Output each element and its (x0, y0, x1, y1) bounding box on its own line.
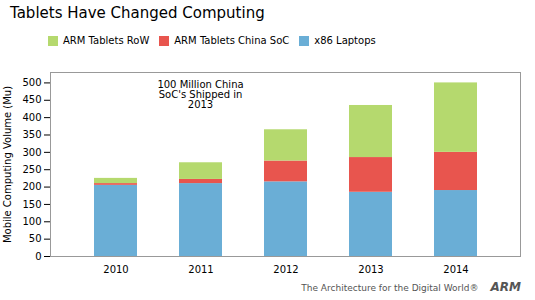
svg-text:50: 50 (29, 233, 42, 244)
svg-text:400: 400 (22, 112, 41, 123)
svg-text:2011: 2011 (188, 264, 213, 275)
svg-text:500: 500 (22, 77, 41, 88)
svg-text:300: 300 (22, 147, 41, 158)
svg-text:200: 200 (22, 181, 41, 192)
html-text:ARM Tablets China SoC: ARM Tablets China SoC (174, 35, 290, 46)
svg-text:350: 350 (22, 129, 41, 140)
svg-text:2010: 2010 (103, 264, 128, 275)
svg-text:2012: 2012 (273, 264, 298, 275)
svg-text:2013: 2013 (358, 264, 383, 275)
svg-text:150: 150 (22, 199, 41, 210)
html-text:ARM: ARM (490, 280, 521, 294)
html-text:ARM Tablets RoW: ARM Tablets RoW (63, 35, 150, 46)
svg-text:2014: 2014 (443, 264, 468, 275)
svg-text:100 Million ChinaSoC's Shipped: 100 Million ChinaSoC's Shipped in2013 (157, 79, 243, 110)
svg-text:0: 0 (35, 251, 41, 262)
svg-text:100: 100 (22, 216, 41, 227)
svg-text:450: 450 (22, 94, 41, 105)
svg-text:250: 250 (22, 164, 41, 175)
html-text:The Architecture for the Digit: The Architecture for the Digital World® (301, 283, 479, 293)
svg-text:Mobile Computing Volume (Mu): Mobile Computing Volume (Mu) (2, 86, 13, 243)
html-text:x86 Laptops: x86 Laptops (314, 35, 376, 46)
html-text:Tablets Have Changed Computing: Tablets Have Changed Computing (10, 4, 265, 22)
